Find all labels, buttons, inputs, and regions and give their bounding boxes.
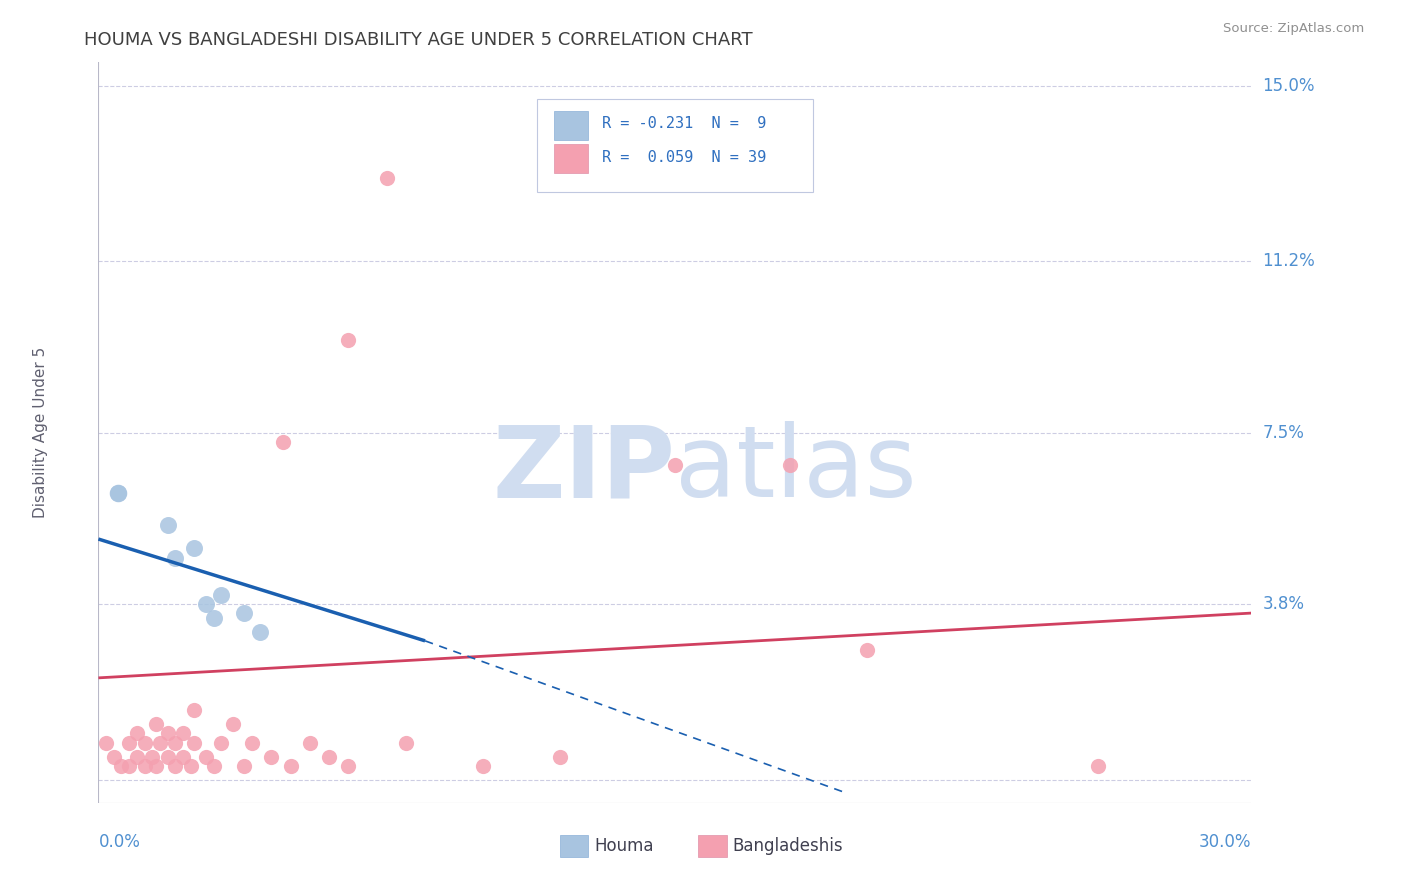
Point xyxy=(664,458,686,472)
Point xyxy=(145,758,167,772)
Point xyxy=(118,736,141,750)
Point xyxy=(156,518,179,533)
FancyBboxPatch shape xyxy=(697,835,727,857)
Text: 3.8%: 3.8% xyxy=(1263,595,1305,613)
Point xyxy=(172,749,194,764)
Text: Disability Age Under 5: Disability Age Under 5 xyxy=(32,347,48,518)
FancyBboxPatch shape xyxy=(560,835,589,857)
Point xyxy=(375,171,398,186)
Point xyxy=(233,606,256,620)
Point xyxy=(107,485,129,500)
Point xyxy=(548,749,571,764)
Point xyxy=(183,703,205,717)
Point xyxy=(156,726,179,740)
FancyBboxPatch shape xyxy=(554,111,589,140)
Point xyxy=(94,736,117,750)
Point xyxy=(103,749,125,764)
Point xyxy=(337,758,360,772)
Point xyxy=(209,588,232,602)
Point xyxy=(118,758,141,772)
Text: atlas: atlas xyxy=(675,421,917,518)
Point xyxy=(222,717,245,731)
Text: Source: ZipAtlas.com: Source: ZipAtlas.com xyxy=(1223,22,1364,36)
Point xyxy=(318,749,340,764)
Point xyxy=(165,736,187,750)
Point xyxy=(209,736,232,750)
Point xyxy=(141,749,163,764)
Text: Houma: Houma xyxy=(595,837,654,855)
Point xyxy=(779,458,801,472)
Point xyxy=(183,541,205,556)
Text: HOUMA VS BANGLADESHI DISABILITY AGE UNDER 5 CORRELATION CHART: HOUMA VS BANGLADESHI DISABILITY AGE UNDE… xyxy=(84,31,754,49)
Point xyxy=(202,758,225,772)
Point xyxy=(165,550,187,565)
Text: 11.2%: 11.2% xyxy=(1263,252,1315,270)
Point xyxy=(183,736,205,750)
Point xyxy=(240,736,263,750)
Point xyxy=(149,736,172,750)
Text: 7.5%: 7.5% xyxy=(1263,424,1305,442)
Point xyxy=(298,736,321,750)
Point xyxy=(107,485,129,500)
Text: Bangladeshis: Bangladeshis xyxy=(733,837,844,855)
Text: 30.0%: 30.0% xyxy=(1199,833,1251,851)
Text: 0.0%: 0.0% xyxy=(98,833,141,851)
Point xyxy=(233,758,256,772)
Point xyxy=(260,749,283,764)
Point xyxy=(195,597,218,611)
Point xyxy=(180,758,202,772)
Text: R = -0.231  N =  9: R = -0.231 N = 9 xyxy=(602,116,766,131)
Point xyxy=(134,736,156,750)
FancyBboxPatch shape xyxy=(537,99,813,192)
FancyBboxPatch shape xyxy=(554,144,589,173)
Point xyxy=(395,736,418,750)
Point xyxy=(110,758,132,772)
Point xyxy=(202,610,225,624)
Point xyxy=(125,749,148,764)
Point xyxy=(195,749,218,764)
Point xyxy=(337,333,360,347)
Point xyxy=(1087,758,1109,772)
Text: R =  0.059  N = 39: R = 0.059 N = 39 xyxy=(602,150,766,165)
Point xyxy=(856,643,879,657)
Point xyxy=(156,749,179,764)
Point xyxy=(280,758,302,772)
Point xyxy=(145,717,167,731)
Text: ZIP: ZIP xyxy=(492,421,675,518)
Point xyxy=(471,758,494,772)
Point xyxy=(134,758,156,772)
Point xyxy=(125,726,148,740)
Point xyxy=(172,726,194,740)
Point xyxy=(249,624,271,639)
Point xyxy=(165,758,187,772)
Point xyxy=(271,434,294,449)
Text: 15.0%: 15.0% xyxy=(1263,77,1315,95)
